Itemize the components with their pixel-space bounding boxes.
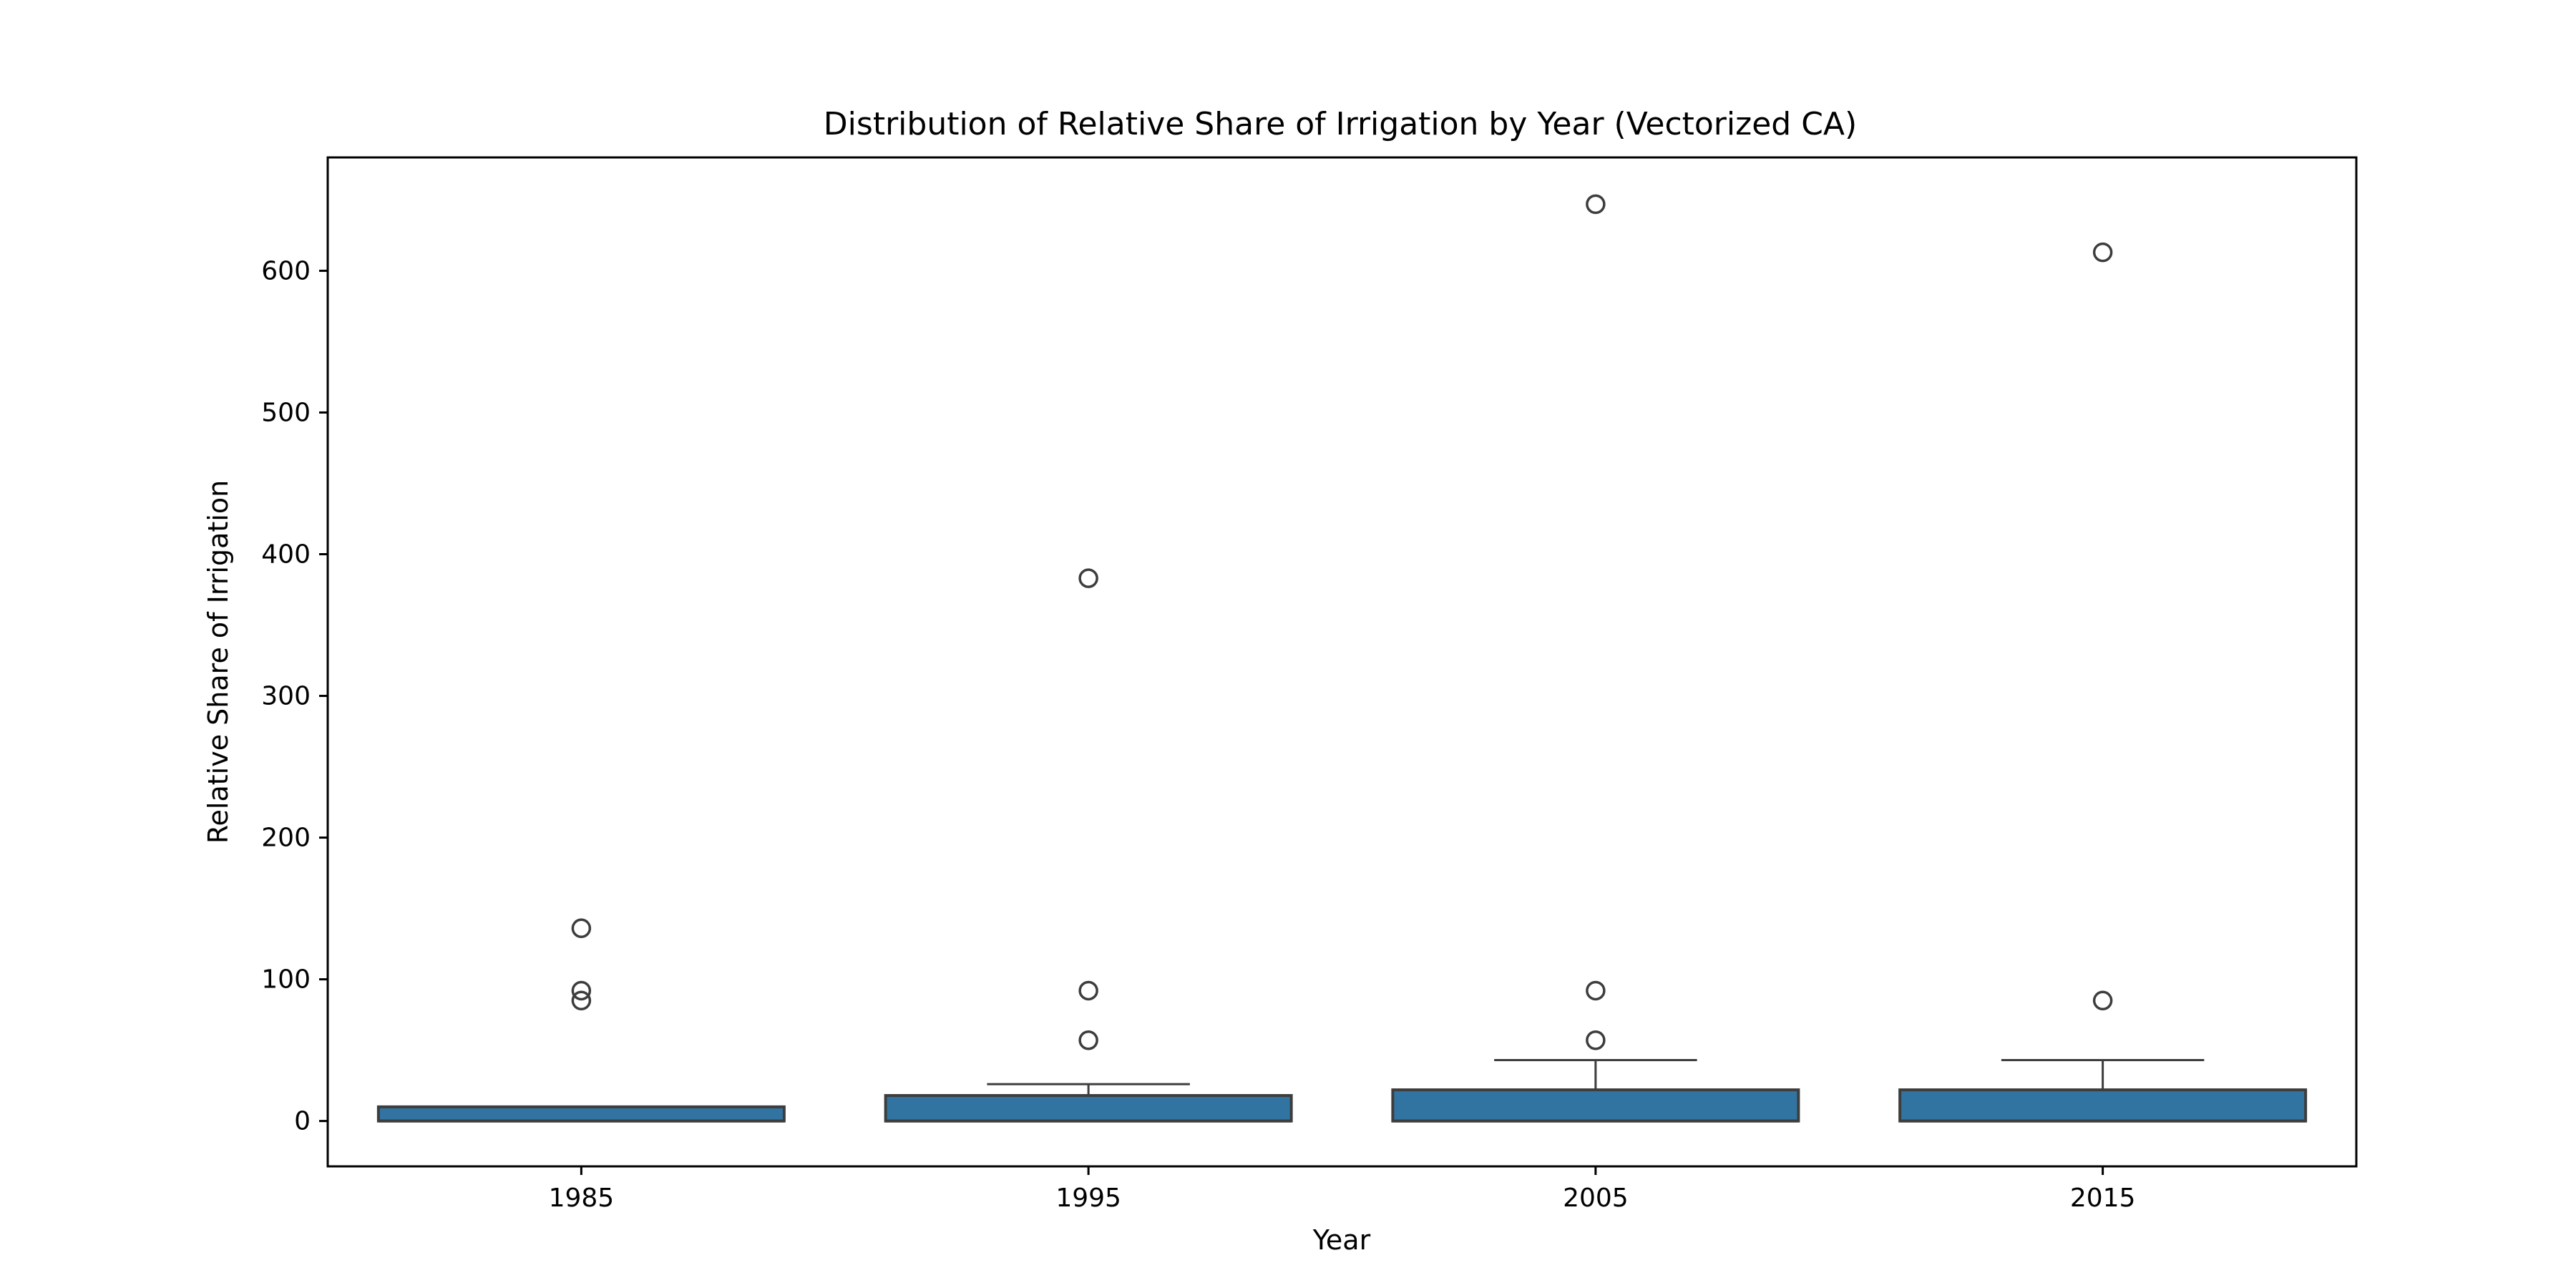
outlier-point (2092, 990, 2113, 1011)
box-iqr (884, 1093, 1293, 1123)
x-tick-label: 2015 (2070, 1184, 2136, 1213)
y-axis-label: Relative Share of Irrigation (203, 480, 234, 844)
x-tick-label: 1985 (549, 1184, 615, 1213)
box-group-1995 (884, 568, 1293, 1123)
box-iqr (376, 1105, 786, 1123)
outlier-point (2092, 242, 2113, 263)
box-iqr (1898, 1088, 2308, 1123)
box-iqr (1391, 1088, 1800, 1123)
box-group-1985 (376, 918, 786, 1123)
outlier-point (1586, 1030, 1606, 1050)
x-tick-label: 1995 (1055, 1184, 1121, 1213)
box-group-2015 (1898, 242, 2308, 1123)
y-tick-label: 100 (261, 965, 311, 995)
y-tick-label: 200 (261, 824, 311, 853)
y-tick-label: 400 (261, 540, 311, 569)
y-tick-label: 300 (261, 682, 311, 711)
outlier-point (1586, 194, 1606, 215)
y-axis: 0 100 200 300 400 500 600 (261, 256, 328, 1136)
outlier-point (1586, 980, 1606, 1001)
chart-title: Distribution of Relative Share of Irriga… (824, 106, 1857, 142)
y-tick-label: 600 (261, 256, 311, 286)
axes-frame (326, 156, 2358, 1168)
outlier-point (571, 918, 592, 939)
outlier-point (571, 990, 592, 1011)
outlier-point (1078, 980, 1098, 1001)
outlier-point (1078, 1030, 1098, 1050)
x-tick-label: 2005 (1563, 1184, 1629, 1213)
y-tick-label: 500 (261, 398, 311, 427)
plot-area (376, 194, 2308, 1123)
outlier-point (571, 980, 592, 1001)
outlier-point (1078, 568, 1098, 588)
x-axis-label: Year (1312, 1224, 1371, 1256)
box-group-2005 (1391, 194, 1800, 1123)
x-axis: 1985 1995 2005 2015 (549, 1166, 2136, 1213)
y-tick-label: 0 (294, 1107, 311, 1136)
